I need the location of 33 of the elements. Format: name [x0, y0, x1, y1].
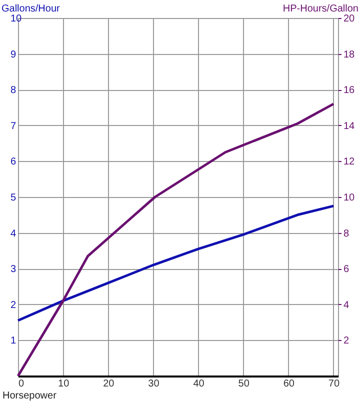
y2-tick-label: 18: [344, 49, 356, 60]
y-tick-label: 2: [10, 300, 16, 311]
y2-tick-label: 6: [344, 264, 350, 276]
x-tick-label: 40: [193, 378, 205, 390]
x-tick-label: 50: [238, 378, 250, 390]
line-series: [16, 102, 335, 378]
line-series: [16, 204, 335, 322]
y2-tick-label: 4: [344, 300, 350, 311]
y-tick-label: 1: [10, 336, 16, 347]
y-tick-label: 7: [10, 120, 16, 132]
y2-tick-label: 10: [344, 192, 356, 204]
y-tick-label: 4: [10, 228, 16, 240]
y-tick-label: 10: [10, 14, 22, 24]
y2-tick-label: 20: [344, 14, 356, 24]
y-tick-label: 6: [10, 156, 16, 168]
y2-axis-title: HP-Hours/Gallon: [282, 4, 358, 14]
y2-tick-label: 8: [344, 228, 350, 240]
y-tick-label: 5: [10, 192, 16, 204]
x-tick-label: 10: [58, 378, 70, 390]
x-tick-label: 30: [148, 378, 160, 390]
y-tick-label: 3: [10, 264, 16, 276]
x-tick-label: 60: [283, 378, 295, 390]
y2-tick-label: 16: [344, 85, 356, 96]
y-axis-title: Gallons/Hour: [2, 4, 61, 14]
x-tick-label: 70: [328, 378, 340, 390]
y2-tick-label: 12: [344, 156, 356, 168]
y-tick-label: 9: [10, 49, 16, 60]
x-tick-label: 0: [18, 378, 24, 390]
y2-tick-label: 2: [344, 336, 350, 347]
x-tick-label: 20: [103, 378, 115, 390]
y2-tick-label: 14: [344, 120, 356, 132]
x-axis-title: Horsepower: [2, 390, 58, 402]
y-tick-label: 8: [10, 85, 16, 96]
